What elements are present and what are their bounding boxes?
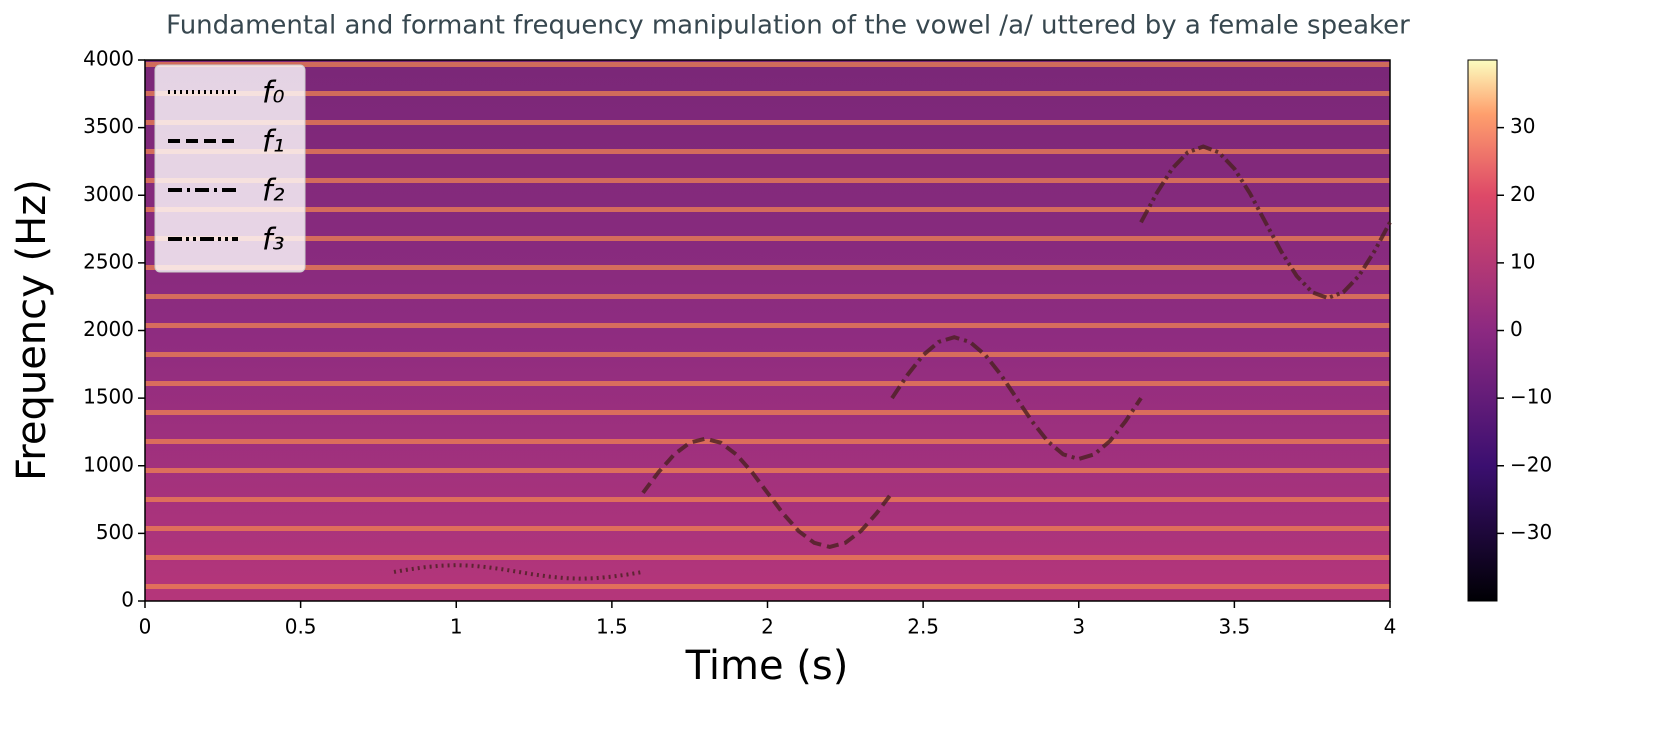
colorbar-tick-label: 0: [1510, 317, 1523, 341]
colorbar-tick-label: 20: [1510, 182, 1535, 206]
y-tick-label: 3000: [83, 182, 134, 206]
colorbar: [1467, 59, 1498, 602]
chart-title: Fundamental and formant frequency manipu…: [166, 11, 1410, 41]
x-tick-label: 3: [1072, 615, 1085, 639]
colorbar-tick-label: 10: [1510, 249, 1535, 273]
x-tick-label: 2: [761, 615, 774, 639]
x-tick-label: 4: [1384, 615, 1397, 639]
formant-line: [641, 436, 894, 549]
x-tick-label: 0: [139, 615, 152, 639]
colorbar-tick-label: −30: [1510, 520, 1552, 544]
colorbar-tick-label: 30: [1510, 114, 1535, 138]
colorbar-tick-label: −20: [1510, 452, 1552, 476]
legend-label: f₀: [262, 76, 285, 111]
formant-line: [1139, 144, 1392, 301]
legend-label: f₂: [262, 174, 285, 209]
x-tick-label: 0.5: [285, 615, 317, 639]
formant-line: [890, 335, 1143, 462]
y-tick-label: 500: [96, 520, 134, 544]
y-tick-label: 3500: [83, 114, 134, 138]
y-tick-label: 1000: [83, 452, 134, 476]
colorbar-tick-label: −10: [1510, 385, 1552, 409]
legend: [154, 64, 306, 273]
y-axis-label: Frequency (Hz): [9, 179, 55, 481]
x-tick-label: 3.5: [1218, 615, 1250, 639]
y-tick-label: 4000: [83, 47, 134, 71]
x-tick-label: 1.5: [596, 615, 628, 639]
legend-label: f₁: [262, 125, 285, 160]
y-tick-label: 2500: [83, 249, 134, 273]
x-axis-label: Time (s): [685, 643, 849, 689]
x-tick-label: 2.5: [907, 615, 939, 639]
y-tick-label: 2000: [83, 317, 134, 341]
x-tick-label: 1: [450, 615, 463, 639]
harmonics: [145, 60, 1390, 601]
legend-label: f₃: [262, 223, 285, 258]
y-tick-label: 0: [121, 588, 134, 612]
y-tick-label: 1500: [83, 385, 134, 409]
